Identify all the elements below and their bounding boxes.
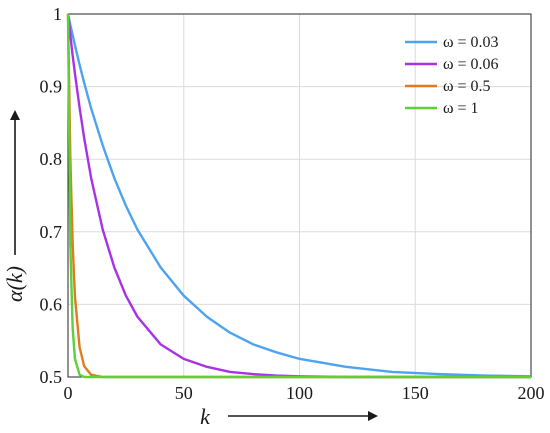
series-lines xyxy=(66,13,532,379)
x-tick-label: 200 xyxy=(518,383,545,403)
x-tick-label: 150 xyxy=(402,383,429,403)
y-axis-arrow xyxy=(10,110,20,255)
x-tick-label: 0 xyxy=(64,383,73,403)
y-tick-label: 0.7 xyxy=(40,222,63,242)
x-tick-label: 100 xyxy=(286,383,313,403)
y-tick-label: 0.6 xyxy=(40,294,63,314)
y-tick-label: 0.9 xyxy=(40,77,63,97)
legend-label: ω = 0.03 xyxy=(443,34,499,51)
x-axis-label: k xyxy=(200,404,211,429)
series-line-4 xyxy=(66,13,531,379)
x-tick-label: 50 xyxy=(175,383,193,403)
x-tick-labels: 0 50 100 150 200 xyxy=(64,383,545,403)
legend: ω = 0.03 ω = 0.06 ω = 0.5 ω = 1 xyxy=(405,34,499,117)
x-axis-arrow xyxy=(228,411,378,421)
y-axis-label: α(k) xyxy=(2,266,27,302)
y-tick-labels: 0.5 0.6 0.7 0.8 0.9 1 xyxy=(40,4,63,387)
y-tick-label: 0.8 xyxy=(40,149,63,169)
legend-label: ω = 1 xyxy=(443,100,479,117)
legend-label: ω = 0.5 xyxy=(443,78,491,95)
y-tick-label: 0.5 xyxy=(40,367,63,387)
legend-label: ω = 0.06 xyxy=(443,56,499,73)
series-line-1 xyxy=(66,13,532,378)
y-tick-label: 1 xyxy=(53,4,62,24)
